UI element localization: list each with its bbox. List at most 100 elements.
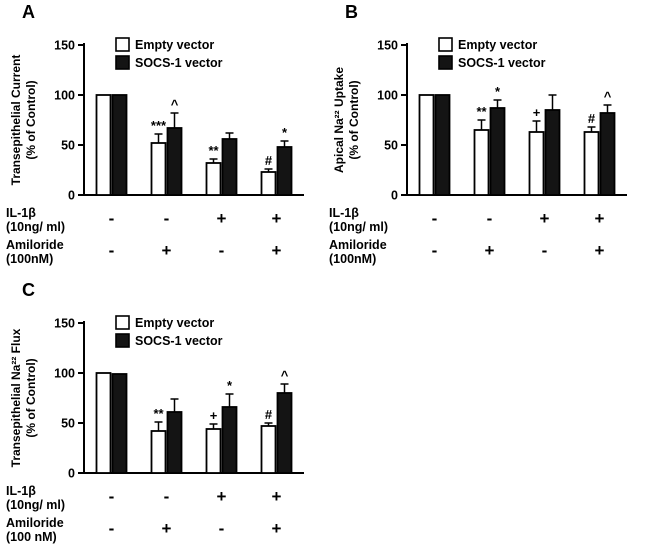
significance-marker: * — [282, 125, 288, 140]
legend-label: Empty vector — [135, 316, 214, 330]
panel-chart-b: 0 50 100 150 Apical Na²² Uptake (% of Control… — [329, 37, 627, 266]
bar — [583, 131, 600, 196]
condition-label: IL-1β — [6, 484, 36, 498]
condition-label: IL-1β — [329, 206, 359, 220]
condition-sign: - — [164, 209, 170, 228]
significance-marker: * — [227, 378, 233, 393]
panel-chart-c: 0 50 100 150 Transepithelial Na²² Flux (% of … — [6, 315, 304, 544]
y-tick-label: 100 — [377, 89, 398, 103]
panel-chart-a: 0 50 100 150 Transepithelial Current (% of Co… — [6, 37, 304, 266]
condition-sign: + — [272, 209, 282, 228]
panel-c: C 0 50 100 150 Transepithelial Na²² Flux (% o… — [4, 280, 329, 548]
bar — [544, 109, 561, 196]
condition-sublabel: (10ng/ ml) — [6, 498, 65, 512]
bar — [111, 94, 128, 196]
bar — [150, 142, 167, 196]
legend-label: SOCS-1 vector — [458, 56, 546, 70]
condition-sign: + — [162, 241, 172, 260]
y-tick-label: 50 — [384, 139, 398, 153]
significance-marker: ** — [208, 143, 219, 158]
condition-sublabel: (10ng/ ml) — [329, 220, 388, 234]
bar — [150, 430, 167, 474]
significance-marker: * — [495, 84, 501, 99]
condition-sign: - — [109, 209, 115, 228]
condition-sign: - — [109, 487, 115, 506]
bar — [166, 411, 183, 474]
condition-sign: + — [162, 519, 172, 538]
bar — [205, 162, 222, 196]
bar — [111, 373, 128, 474]
condition-sign: + — [272, 519, 282, 538]
condition-label: Amiloride — [329, 238, 387, 252]
panel-label-b: B — [345, 2, 358, 22]
significance-marker: ^ — [281, 368, 289, 383]
bar — [489, 107, 506, 196]
bar — [166, 127, 183, 196]
y-tick-label: 100 — [54, 89, 75, 103]
condition-sublabel: (100nM) — [329, 252, 376, 266]
condition-label: Amiloride — [6, 516, 64, 530]
y-tick-label: 150 — [377, 39, 398, 53]
y-axis-label: (% of Control) — [24, 80, 38, 159]
panel-a: A 0 50 100 150 Transepithelial Current (% of … — [4, 2, 329, 272]
significance-marker: *** — [151, 118, 167, 133]
condition-sign: - — [219, 519, 225, 538]
bar — [276, 392, 293, 474]
legend-label: SOCS-1 vector — [135, 334, 223, 348]
y-tick-label: 0 — [68, 467, 75, 481]
condition-sign: + — [540, 209, 550, 228]
condition-sign: - — [164, 487, 170, 506]
y-axis-label: (% of Control) — [347, 80, 361, 159]
panel-label-c: C — [22, 280, 35, 300]
significance-marker: ^ — [604, 89, 612, 104]
condition-sign: + — [217, 209, 227, 228]
condition-sign: - — [542, 241, 548, 260]
condition-sign: - — [109, 241, 115, 260]
y-tick-label: 150 — [54, 317, 75, 331]
significance-marker: + — [533, 105, 541, 120]
y-tick-label: 150 — [54, 39, 75, 53]
bar — [95, 94, 112, 196]
condition-sign: + — [485, 241, 495, 260]
significance-marker: ** — [153, 406, 164, 421]
panel-label-a: A — [22, 2, 35, 22]
legend-label: SOCS-1 vector — [135, 56, 223, 70]
bar — [221, 406, 238, 474]
condition-sign: + — [217, 487, 227, 506]
legend-swatch — [115, 333, 130, 348]
significance-marker: ^ — [171, 97, 179, 112]
condition-sign: - — [432, 241, 438, 260]
condition-label: Amiloride — [6, 238, 64, 252]
y-axis-label: (% of Control) — [24, 358, 38, 437]
condition-sign: + — [595, 241, 605, 260]
y-axis-label: Transepithelial Current — [9, 55, 23, 186]
bar — [276, 146, 293, 196]
y-tick-label: 50 — [61, 139, 75, 153]
bar — [221, 138, 238, 196]
bar — [95, 372, 112, 474]
legend-swatch — [115, 55, 130, 70]
significance-marker: # — [265, 153, 273, 168]
condition-sublabel: (100 nM) — [6, 530, 57, 544]
bar — [473, 129, 490, 196]
bar — [418, 94, 435, 196]
y-tick-label: 50 — [61, 417, 75, 431]
condition-sign: - — [109, 519, 115, 538]
legend-swatch — [438, 37, 453, 52]
legend-swatch — [115, 37, 130, 52]
significance-marker: ** — [476, 104, 487, 119]
condition-sign: - — [487, 209, 493, 228]
bar — [528, 131, 545, 196]
y-axis-label: Transepithelial Na²² Flux — [9, 328, 23, 467]
significance-marker: + — [210, 408, 218, 423]
legend-swatch — [115, 315, 130, 330]
panel-b: B 0 50 100 150 Apical Na²² Uptake (% of Contr… — [327, 2, 650, 272]
y-tick-label: 0 — [68, 189, 75, 203]
bar — [260, 171, 277, 196]
bar — [260, 425, 277, 474]
condition-sign: + — [272, 487, 282, 506]
legend-swatch — [438, 55, 453, 70]
condition-sign: + — [272, 241, 282, 260]
y-axis-label: Apical Na²² Uptake — [332, 67, 346, 173]
